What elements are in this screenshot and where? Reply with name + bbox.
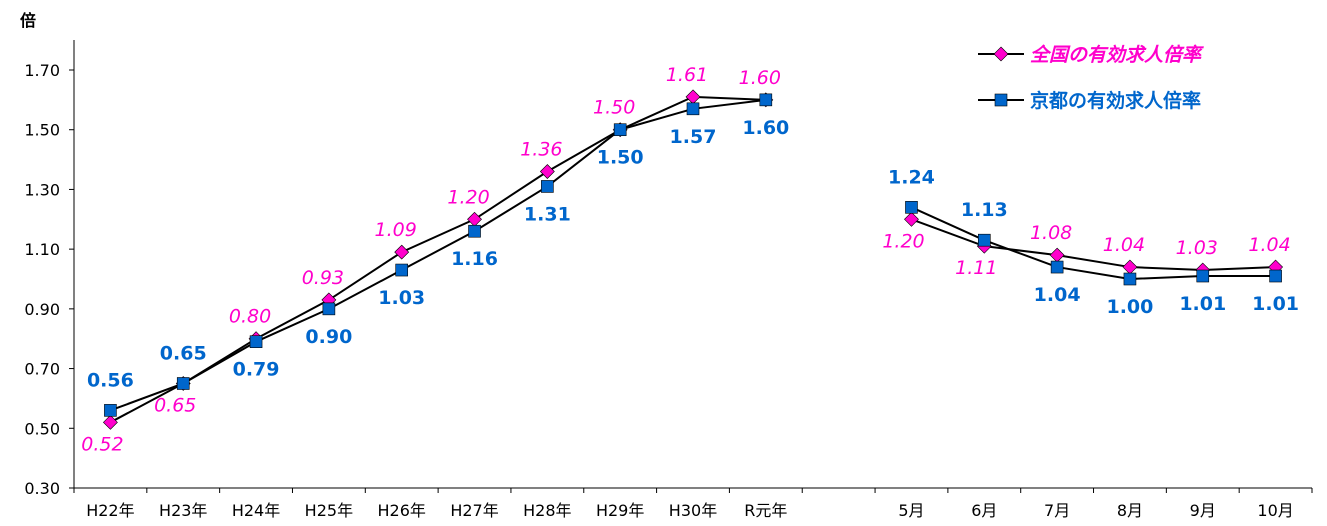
x-tick-label: H27年 [450,501,498,520]
data-label-kyoto: 1.24 [888,166,935,188]
series-kyoto [104,93,1282,417]
data-point-diamond [539,164,555,179]
data-point-square [686,102,700,116]
data-label-national: 1.20 [447,186,489,208]
x-tick-label: R元年 [744,501,787,520]
data-point-diamond [1049,247,1065,263]
series-line [911,206,1276,281]
data-label-national: 1.04 [1103,234,1145,256]
x-tick-label: 5月 [898,501,924,520]
series-line [110,98,766,412]
legend-label: 全国の有効求人倍率 [1030,44,1204,66]
data-label-kyoto: 0.65 [160,343,207,365]
y-axis-unit-label: 倍 [20,11,36,30]
x-tick-label: 6月 [971,501,997,520]
series-line [911,218,1276,272]
legend-marker-square [994,93,1008,107]
x-tick-label: H24年 [232,501,280,520]
y-tick-label: 1.10 [24,240,60,259]
x-tick-label: H29年 [596,501,644,520]
data-point-square [468,224,481,238]
data-label-national: 1.11 [955,257,997,279]
data-label-kyoto: 1.01 [1252,293,1299,315]
data-label-national: 1.09 [375,219,417,241]
data-label-national: 0.80 [229,306,271,328]
data-label-kyoto: 1.00 [1106,296,1153,318]
data-label-kyoto: 1.13 [961,199,1008,221]
data-label-kyoto: 1.01 [1179,293,1226,315]
data-point-square [541,180,554,193]
data-point-square [905,201,918,214]
data-point-square [322,302,336,316]
data-label-kyoto: 0.56 [87,369,134,391]
data-point-diamond [685,89,701,105]
x-tick-label: H25年 [305,501,353,520]
data-label-kyoto: 0.79 [233,359,280,381]
data-point-square [1196,269,1210,283]
data-labels: 0.52 0.65 0.80 0.93 1.09 1.20 1.36 1.50 1.61 1.60… [81,64,1299,455]
data-point-square [1050,260,1064,274]
data-point-square [977,233,991,247]
legend-item-national: 全国の有効求人倍率 [978,44,1204,66]
data-point-square [249,335,263,349]
y-axis-ticks: 0.30 0.50 0.70 0.90 1.10 1.30 1.50 1.70 [24,61,74,498]
data-point-square [759,93,773,107]
data-label-national: 0.93 [302,267,344,289]
data-point-square [395,263,409,277]
data-point-square [104,404,117,417]
data-label-national: 1.60 [739,67,781,89]
data-label-national: 1.61 [666,64,708,86]
axes [73,40,1312,489]
data-point-diamond [102,414,118,430]
x-tick-label: H26年 [378,501,426,520]
series-layer [102,89,1284,430]
data-label-kyoto: 1.60 [742,117,789,139]
legend-marker-diamond [993,46,1009,62]
data-point-diamond [394,244,410,260]
data-label-kyoto: 1.04 [1034,284,1081,306]
y-tick-label: 1.50 [24,121,60,140]
data-point-square [176,377,190,390]
data-label-national: 1.03 [1176,237,1218,259]
x-tick-label: 8月 [1117,501,1143,520]
x-tick-label: 10月 [1257,501,1293,520]
data-label-national: 0.65 [154,395,196,417]
data-label-national: 1.20 [882,230,924,252]
data-label-kyoto: 0.90 [305,326,352,348]
data-point-square [1123,272,1137,286]
x-tick-label: 9月 [1190,501,1216,520]
data-label-kyoto: 1.50 [597,147,644,169]
data-label-kyoto: 1.03 [378,287,425,309]
y-tick-label: 1.30 [24,180,60,199]
data-label-kyoto: 1.16 [451,248,498,270]
series-line [109,95,766,424]
data-point-diamond [904,211,919,227]
y-tick-label: 0.70 [24,360,60,379]
legend-item-kyoto: 京都の有効求人倍率 [978,89,1201,112]
data-label-kyoto: 1.31 [524,203,571,225]
data-point-square [613,123,627,137]
y-tick-label: 0.30 [24,479,60,498]
x-tick-label: H23年 [159,501,207,520]
data-point-diamond [467,211,482,227]
y-tick-label: 0.50 [24,419,60,438]
data-point-square [1269,269,1282,283]
data-label-national: 0.52 [81,433,123,455]
x-axis-ticks: H22年 H23年 H24年 H25年 H26年 H27年 H28年 H29年 H30年 R元年 5… [73,488,1313,520]
y-tick-label: 1.70 [24,61,60,80]
x-tick-label: H30年 [669,501,717,520]
data-point-diamond [1122,259,1138,275]
x-tick-label: H22年 [86,501,134,520]
y-tick-label: 0.90 [24,300,60,319]
data-label-national: 1.50 [593,97,635,119]
data-label-national: 1.04 [1248,234,1290,256]
x-tick-label: H28年 [523,501,571,520]
data-label-kyoto: 1.57 [670,126,717,148]
legend-label: 京都の有効求人倍率 [1030,89,1201,112]
data-label-national: 1.36 [520,139,562,161]
x-tick-label: 7月 [1044,501,1070,520]
data-label-national: 1.08 [1030,222,1072,244]
